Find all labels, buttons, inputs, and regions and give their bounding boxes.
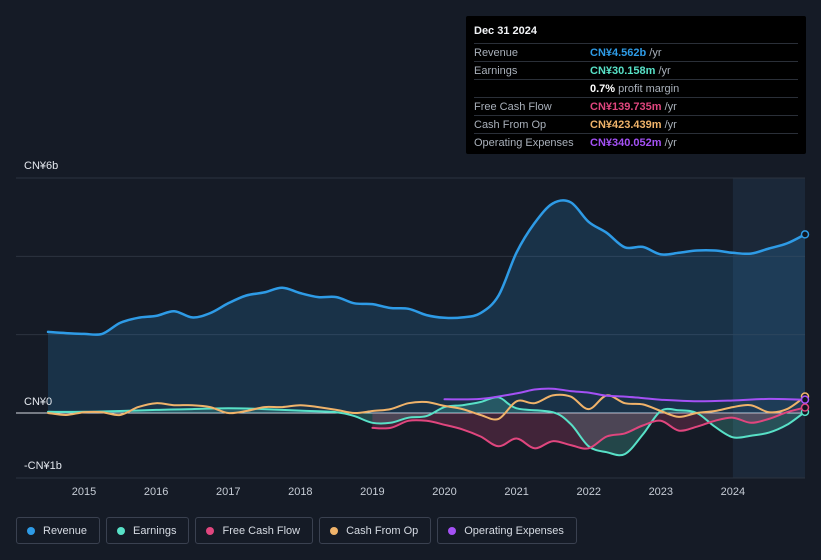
tooltip-row-unit: profit margin — [618, 82, 680, 95]
tooltip-row-value: CN¥30.158m — [590, 64, 656, 77]
tooltip-row-value: 0.7% — [590, 82, 616, 95]
series-line-free-cash-flow — [371, 406, 806, 450]
x-axis-ticks: 2015 2016 2017 2018 2019 2020 2021 2022 2023 2024 — [72, 486, 745, 498]
y-axis-zero-label: CN¥0 — [24, 396, 53, 408]
x-tick-label: 2021 — [504, 486, 528, 498]
chart-tooltip: Dec 31 2024 Revenue CN¥4.562b/yr Earnings C… — [466, 16, 806, 154]
tooltip-date: Dec 31 2024 — [474, 25, 537, 37]
legend-item-cash-from-op[interactable]: Cash From Op — [319, 517, 432, 544]
tooltip-row-value: CN¥139.735m — [590, 100, 662, 113]
tooltip-row-value: CN¥4.562b — [590, 46, 647, 59]
series-area-revenue — [48, 200, 805, 413]
tooltip-row-label: Cash From Op — [474, 118, 547, 131]
y-axis-top-label: CN¥6b — [24, 160, 59, 172]
tooltip-row: Revenue CN¥4.562b/yr — [474, 43, 798, 61]
legend-item-operating-expenses[interactable]: Operating Expenses — [437, 517, 577, 544]
tooltip-row: Cash From Op CN¥423.439m/yr — [474, 115, 798, 133]
series-area-free-cash-flow — [372, 407, 805, 449]
x-tick-label: 2018 — [288, 486, 312, 498]
series-end-marker-revenue — [800, 230, 810, 239]
tooltip-row: Operating Expenses CN¥340.052m/yr — [474, 133, 798, 151]
legend-dot-icon — [330, 526, 339, 535]
highlight-band — [732, 178, 805, 478]
tooltip-row-value: CN¥340.052m — [590, 136, 662, 149]
x-tick-label: 2016 — [144, 486, 168, 498]
legend-item-revenue[interactable]: Revenue — [16, 517, 101, 544]
tooltip-row-unit: /yr — [664, 136, 677, 149]
tooltip-row-label: Earnings — [474, 64, 518, 77]
chart-grid — [16, 177, 805, 479]
x-tick-label: 2020 — [432, 486, 456, 498]
series-end-marker-operating-expenses — [800, 395, 810, 404]
legend-label: Free Cash Flow — [222, 524, 301, 537]
tooltip-row: Free Cash Flow CN¥139.735m/yr — [474, 97, 798, 115]
series-line-revenue — [46, 199, 807, 336]
chart-lines — [46, 199, 810, 457]
legend-item-free-cash-flow[interactable]: Free Cash Flow — [195, 517, 314, 544]
y-axis-bottom-label: -CN¥1b — [24, 460, 62, 472]
legend-label: Revenue — [43, 524, 88, 537]
x-tick-label: 2017 — [216, 486, 240, 498]
tooltip-row-label: Revenue — [474, 46, 519, 59]
legend-item-earnings[interactable]: Earnings — [106, 517, 190, 544]
legend-dot-icon — [27, 526, 35, 535]
legend-label: Operating Expenses — [464, 524, 564, 537]
x-tick-label: 2023 — [649, 486, 673, 498]
tooltip-row-label: Operating Expenses — [474, 136, 574, 149]
legend-label: Cash From Op — [346, 524, 419, 537]
tooltip-row-unit: /yr — [658, 64, 671, 77]
tooltip-row-unit: /yr — [664, 118, 677, 131]
x-tick-label: 2024 — [721, 486, 745, 498]
x-tick-label: 2015 — [72, 486, 96, 498]
legend-label: Earnings — [133, 524, 177, 537]
chart-legend: Revenue Earnings Free Cash Flow Cash From O… — [16, 517, 577, 544]
tooltip-row-unit: /yr — [664, 100, 677, 113]
legend-dot-icon — [448, 526, 457, 535]
series-end-marker-free-cash-flow — [800, 403, 810, 412]
tooltip-row: Earnings CN¥30.158m/yr — [474, 61, 798, 79]
series-line-cash-from-op — [47, 393, 806, 421]
tooltip-row-unit: /yr — [649, 46, 662, 59]
legend-dot-icon — [117, 526, 126, 535]
legend-dot-icon — [206, 526, 215, 535]
tooltip-row-label: Free Cash Flow — [474, 100, 552, 113]
x-tick-label: 2022 — [576, 486, 600, 498]
series-line-operating-expenses — [443, 387, 806, 403]
x-tick-label: 2019 — [360, 486, 384, 498]
tooltip-row-value: CN¥423.439m — [590, 118, 662, 131]
tooltip-row: 0.7% profit margin — [474, 79, 798, 97]
